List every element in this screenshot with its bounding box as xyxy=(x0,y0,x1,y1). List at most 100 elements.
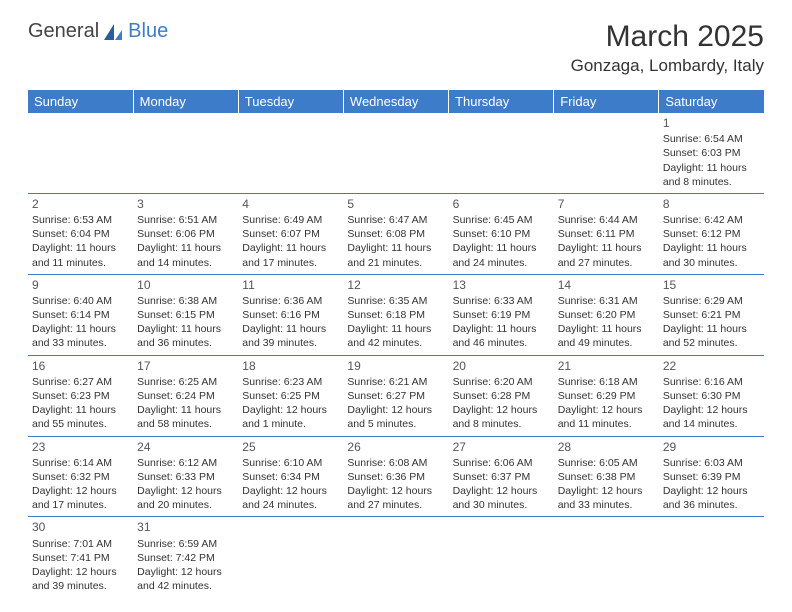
sunset-line: Sunset: 6:10 PM xyxy=(453,227,550,241)
sunset-line: Sunset: 6:25 PM xyxy=(242,389,339,403)
calendar-cell xyxy=(449,113,554,193)
calendar-cell: 18Sunrise: 6:23 AMSunset: 6:25 PMDayligh… xyxy=(238,355,343,436)
sunset-line: Sunset: 6:29 PM xyxy=(558,389,655,403)
calendar-cell: 15Sunrise: 6:29 AMSunset: 6:21 PMDayligh… xyxy=(659,274,764,355)
day-number: 16 xyxy=(32,358,129,374)
daylight-line: Daylight: 12 hours and 36 minutes. xyxy=(663,484,760,512)
sunset-line: Sunset: 6:37 PM xyxy=(453,470,550,484)
day-number: 31 xyxy=(137,519,234,535)
calendar-cell xyxy=(238,517,343,597)
calendar-cell: 26Sunrise: 6:08 AMSunset: 6:36 PMDayligh… xyxy=(343,436,448,517)
weekday-header: Thursday xyxy=(449,90,554,113)
sunset-line: Sunset: 6:38 PM xyxy=(558,470,655,484)
calendar-cell xyxy=(343,113,448,193)
daylight-line: Daylight: 12 hours and 30 minutes. xyxy=(453,484,550,512)
sunset-line: Sunset: 6:19 PM xyxy=(453,308,550,322)
daylight-line: Daylight: 11 hours and 11 minutes. xyxy=(32,241,129,269)
sunrise-line: Sunrise: 6:27 AM xyxy=(32,375,129,389)
calendar-cell: 1Sunrise: 6:54 AMSunset: 6:03 PMDaylight… xyxy=(659,113,764,193)
calendar-cell xyxy=(343,517,448,597)
day-number: 24 xyxy=(137,439,234,455)
day-number: 4 xyxy=(242,196,339,212)
sunset-line: Sunset: 6:08 PM xyxy=(347,227,444,241)
weekday-header-row: Sunday Monday Tuesday Wednesday Thursday… xyxy=(28,90,764,113)
day-number: 18 xyxy=(242,358,339,374)
sunrise-line: Sunrise: 6:10 AM xyxy=(242,456,339,470)
sunset-line: Sunset: 6:32 PM xyxy=(32,470,129,484)
sunrise-line: Sunrise: 6:31 AM xyxy=(558,294,655,308)
sunrise-line: Sunrise: 6:51 AM xyxy=(137,213,234,227)
daylight-line: Daylight: 11 hours and 36 minutes. xyxy=(137,322,234,350)
daylight-line: Daylight: 12 hours and 11 minutes. xyxy=(558,403,655,431)
day-number: 7 xyxy=(558,196,655,212)
day-number: 14 xyxy=(558,277,655,293)
logo-sail-icon xyxy=(102,22,124,42)
calendar-cell: 7Sunrise: 6:44 AMSunset: 6:11 PMDaylight… xyxy=(554,193,659,274)
title-block: March 2025 Gonzaga, Lombardy, Italy xyxy=(571,20,764,80)
calendar-cell: 25Sunrise: 6:10 AMSunset: 6:34 PMDayligh… xyxy=(238,436,343,517)
day-number: 19 xyxy=(347,358,444,374)
daylight-line: Daylight: 11 hours and 39 minutes. xyxy=(242,322,339,350)
calendar-cell xyxy=(554,113,659,193)
sunset-line: Sunset: 6:03 PM xyxy=(663,146,760,160)
sunset-line: Sunset: 6:34 PM xyxy=(242,470,339,484)
sunrise-line: Sunrise: 6:54 AM xyxy=(663,132,760,146)
sunrise-line: Sunrise: 6:12 AM xyxy=(137,456,234,470)
calendar-cell: 23Sunrise: 6:14 AMSunset: 6:32 PMDayligh… xyxy=(28,436,133,517)
sunrise-line: Sunrise: 6:59 AM xyxy=(137,537,234,551)
calendar-cell xyxy=(133,113,238,193)
daylight-line: Daylight: 12 hours and 20 minutes. xyxy=(137,484,234,512)
calendar-cell: 9Sunrise: 6:40 AMSunset: 6:14 PMDaylight… xyxy=(28,274,133,355)
calendar-cell: 27Sunrise: 6:06 AMSunset: 6:37 PMDayligh… xyxy=(449,436,554,517)
sunrise-line: Sunrise: 6:35 AM xyxy=(347,294,444,308)
day-number: 22 xyxy=(663,358,760,374)
calendar-cell: 20Sunrise: 6:20 AMSunset: 6:28 PMDayligh… xyxy=(449,355,554,436)
sunrise-line: Sunrise: 6:18 AM xyxy=(558,375,655,389)
calendar-row: 1Sunrise: 6:54 AMSunset: 6:03 PMDaylight… xyxy=(28,113,764,193)
sunset-line: Sunset: 6:20 PM xyxy=(558,308,655,322)
calendar-cell xyxy=(238,113,343,193)
logo: General Blue xyxy=(28,20,168,43)
calendar-cell xyxy=(449,517,554,597)
day-number: 28 xyxy=(558,439,655,455)
calendar-row: 30Sunrise: 7:01 AMSunset: 7:41 PMDayligh… xyxy=(28,517,764,597)
daylight-line: Daylight: 11 hours and 49 minutes. xyxy=(558,322,655,350)
sunrise-line: Sunrise: 6:36 AM xyxy=(242,294,339,308)
calendar-cell: 16Sunrise: 6:27 AMSunset: 6:23 PMDayligh… xyxy=(28,355,133,436)
location: Gonzaga, Lombardy, Italy xyxy=(571,56,764,76)
header: General Blue March 2025 Gonzaga, Lombard… xyxy=(28,20,764,80)
day-number: 1 xyxy=(663,115,760,131)
daylight-line: Daylight: 11 hours and 14 minutes. xyxy=(137,241,234,269)
calendar-cell: 28Sunrise: 6:05 AMSunset: 6:38 PMDayligh… xyxy=(554,436,659,517)
calendar-cell: 22Sunrise: 6:16 AMSunset: 6:30 PMDayligh… xyxy=(659,355,764,436)
sunrise-line: Sunrise: 6:14 AM xyxy=(32,456,129,470)
sunrise-line: Sunrise: 6:08 AM xyxy=(347,456,444,470)
day-number: 25 xyxy=(242,439,339,455)
weekday-header: Saturday xyxy=(659,90,764,113)
sunset-line: Sunset: 6:18 PM xyxy=(347,308,444,322)
sunset-line: Sunset: 6:07 PM xyxy=(242,227,339,241)
day-number: 2 xyxy=(32,196,129,212)
sunrise-line: Sunrise: 6:20 AM xyxy=(453,375,550,389)
sunset-line: Sunset: 6:36 PM xyxy=(347,470,444,484)
daylight-line: Daylight: 11 hours and 33 minutes. xyxy=(32,322,129,350)
sunrise-line: Sunrise: 6:38 AM xyxy=(137,294,234,308)
sunrise-line: Sunrise: 6:44 AM xyxy=(558,213,655,227)
weekday-header: Monday xyxy=(133,90,238,113)
calendar-cell: 6Sunrise: 6:45 AMSunset: 6:10 PMDaylight… xyxy=(449,193,554,274)
daylight-line: Daylight: 11 hours and 17 minutes. xyxy=(242,241,339,269)
calendar-cell: 5Sunrise: 6:47 AMSunset: 6:08 PMDaylight… xyxy=(343,193,448,274)
sunset-line: Sunset: 6:12 PM xyxy=(663,227,760,241)
daylight-line: Daylight: 12 hours and 27 minutes. xyxy=(347,484,444,512)
calendar-cell: 19Sunrise: 6:21 AMSunset: 6:27 PMDayligh… xyxy=(343,355,448,436)
calendar-cell: 12Sunrise: 6:35 AMSunset: 6:18 PMDayligh… xyxy=(343,274,448,355)
day-number: 10 xyxy=(137,277,234,293)
sunrise-line: Sunrise: 6:25 AM xyxy=(137,375,234,389)
calendar-cell xyxy=(659,517,764,597)
daylight-line: Daylight: 12 hours and 1 minute. xyxy=(242,403,339,431)
daylight-line: Daylight: 11 hours and 42 minutes. xyxy=(347,322,444,350)
sunrise-line: Sunrise: 6:03 AM xyxy=(663,456,760,470)
sunset-line: Sunset: 7:41 PM xyxy=(32,551,129,565)
sunrise-line: Sunrise: 6:06 AM xyxy=(453,456,550,470)
calendar-cell: 31Sunrise: 6:59 AMSunset: 7:42 PMDayligh… xyxy=(133,517,238,597)
